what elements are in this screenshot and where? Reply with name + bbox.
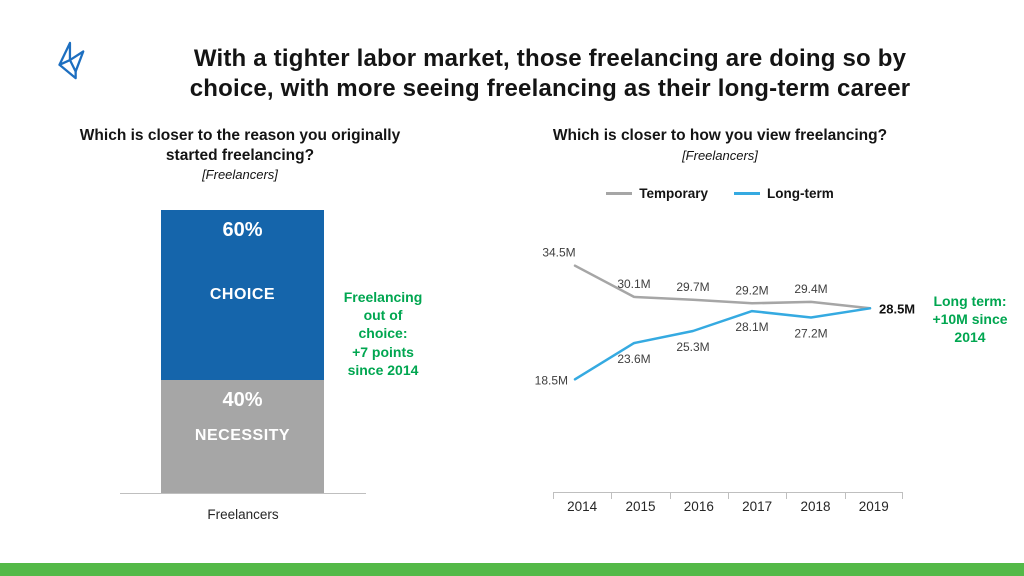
x-axis-tick-label: 2019: [844, 493, 904, 514]
bar-segment-choice: 60% CHOICE: [161, 210, 324, 380]
data-label-long-term: 28.1M: [735, 320, 768, 334]
data-label-long-term: 27.2M: [794, 327, 827, 341]
legend-item-temporary: Temporary: [606, 186, 708, 201]
data-label-long-term: 25.3M: [676, 340, 709, 354]
x-axis-tick-label: 2016: [669, 493, 728, 514]
data-label-temporary: 34.5M: [542, 246, 575, 260]
left-chart-title: Which is closer to the reason you origin…: [79, 127, 401, 165]
temporary-line-swatch: [606, 192, 633, 195]
slide-title: With a tighter labor market, those freel…: [189, 45, 911, 103]
footer-accent-bar: [0, 563, 1024, 576]
bar-segment-necessity: 40% NECESSITY: [161, 379, 324, 493]
data-label-temporary: 29.7M: [676, 280, 709, 294]
data-label-temporary: 29.2M: [735, 283, 768, 297]
x-axis-tick-label: 2015: [611, 493, 669, 514]
choice-label: CHOICE: [209, 285, 276, 303]
data-label-long-term: 23.6M: [617, 352, 650, 366]
x-axis-tick-label: 2014: [553, 493, 611, 514]
legend-item-longterm: Long-term: [734, 186, 834, 201]
line-chart: 34.5M 30.1M 29.7M 29.2M 29.4M 18.5M 23.6M 25.3M…: [535, 246, 916, 388]
x-axis: 2014 2015 2016 2017 2018 2019: [553, 492, 904, 514]
data-label-temporary: 30.1M: [617, 277, 650, 291]
data-label-long-term: 18.5M: [535, 373, 568, 387]
necessity-label: NECESSITY: [194, 427, 291, 445]
stacked-bar-chart: 60% CHOICE 40% NECESSITY: [161, 210, 324, 493]
legend-label-temporary: Temporary: [639, 186, 709, 201]
left-chart-subtitle: [Freelancers]: [202, 167, 278, 182]
origami-bird-logo-icon: [58, 41, 85, 80]
x-axis-tick-label: 2017: [727, 493, 786, 514]
series-line-temporary: [573, 264, 872, 310]
necessity-percent-label: 40%: [222, 388, 263, 411]
left-annotation: Freelancing out of choice: +7 points sin…: [343, 289, 423, 378]
legend: Temporary Long-term: [520, 186, 920, 201]
choice-percent-label: 60%: [222, 219, 263, 241]
right-chart-title: Which is closer to how you view freelanc…: [552, 127, 888, 144]
series-line-long-term: [573, 307, 872, 381]
right-annotation: Long term: +10M since 2014: [932, 293, 1008, 346]
left-axis-line: [120, 493, 366, 494]
data-label-final: 28.5M: [879, 301, 915, 316]
x-axis-tick-label: 2018: [786, 493, 844, 514]
data-label-temporary: 29.4M: [794, 282, 827, 296]
legend-label-longterm: Long-term: [767, 186, 834, 201]
longterm-line-swatch: [734, 192, 761, 195]
right-chart-subtitle: [Freelancers]: [682, 148, 758, 163]
left-x-axis-label: Freelancers: [207, 507, 279, 522]
